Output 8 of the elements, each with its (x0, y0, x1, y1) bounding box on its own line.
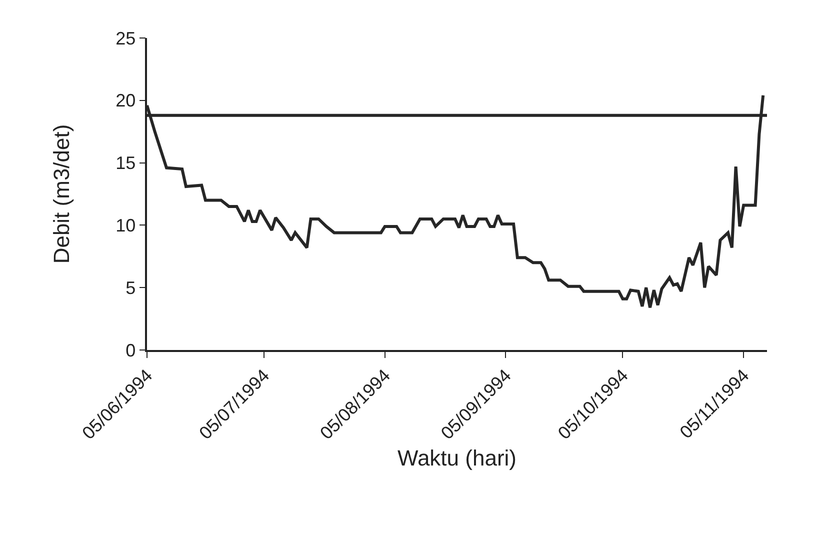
y-tick-label: 5 (126, 278, 136, 298)
x-axis-title: Waktu (hari) (398, 446, 516, 471)
y-axis-title: Debit (m3/det) (48, 124, 74, 264)
y-tick-label: 0 (126, 340, 136, 360)
y-tick-label: 25 (116, 28, 136, 48)
y-tick-label: 15 (116, 153, 136, 174)
y-tick-label: 20 (116, 90, 136, 111)
y-tick-label: 10 (116, 216, 136, 236)
